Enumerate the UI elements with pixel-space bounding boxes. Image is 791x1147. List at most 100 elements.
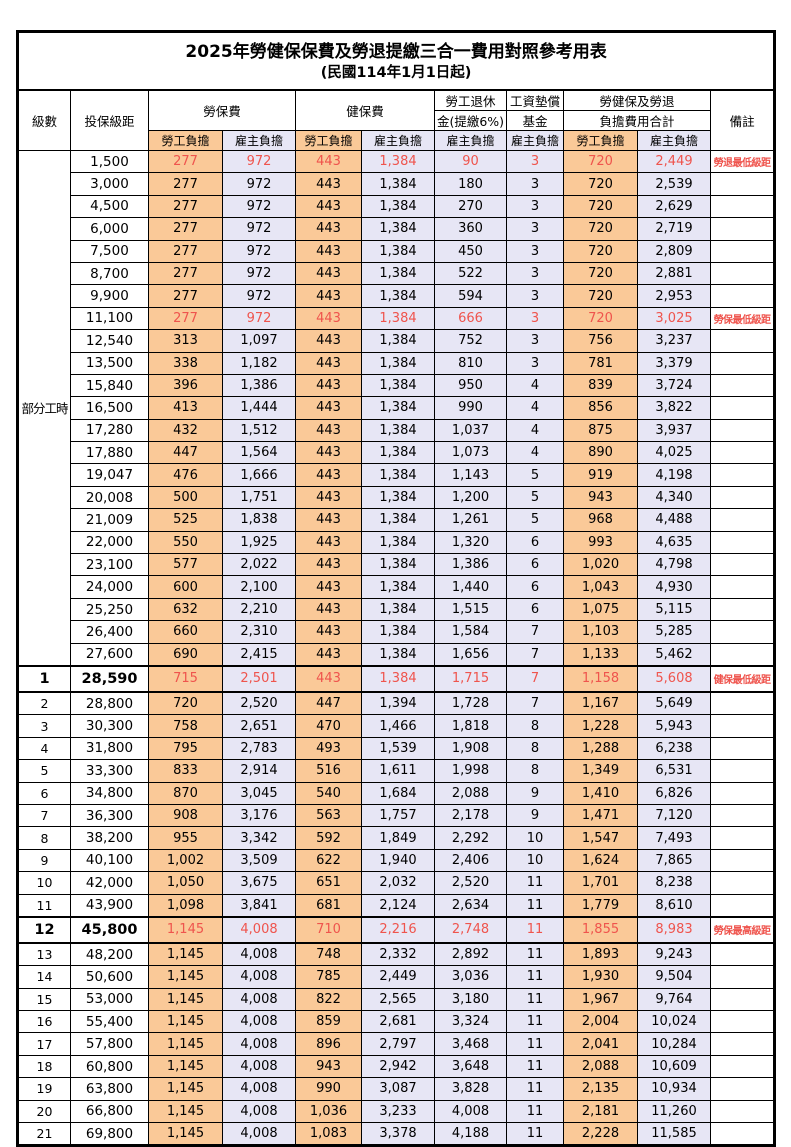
cell-li_r: 972	[222, 239, 296, 263]
cell-li_e: 1,002	[148, 848, 223, 873]
cell-wf: 6	[506, 530, 564, 555]
cell-hi_e: 443	[295, 373, 362, 398]
table-row: 1 28,590 715 2,501 443 1,384 1,715 7 1,158 5,608 健…	[17, 664, 776, 693]
cell-hi_e: 748	[295, 942, 362, 967]
cell-wf: 11	[506, 1122, 564, 1147]
cell-tot_r: 10,284	[637, 1032, 711, 1056]
cell-tot_e: 1,893	[563, 942, 638, 967]
cell-note	[709, 848, 776, 873]
cell-note	[709, 1010, 776, 1034]
cell-note	[709, 1122, 776, 1147]
cell-li_e: 1,145	[148, 1099, 223, 1124]
cell-tot_e: 2,135	[563, 1077, 638, 1101]
cell-hi_r: 1,757	[361, 803, 435, 828]
cell-li_e: 1,145	[148, 987, 223, 1012]
cell-hi_e: 443	[295, 418, 362, 443]
cell-hi_e: 443	[295, 485, 362, 510]
cell-level: 17	[17, 1032, 71, 1056]
cell-note	[709, 261, 776, 286]
cell-hi_e: 822	[295, 987, 362, 1012]
cell-hi_e: 943	[295, 1054, 362, 1079]
cell-hi_r: 3,087	[361, 1077, 435, 1101]
cell-pen: 1,386	[434, 553, 507, 577]
cell-tot_e: 943	[563, 485, 638, 510]
cell-pen: 1,037	[434, 418, 507, 443]
cell-level: 21	[17, 1122, 71, 1147]
cell-li_r: 2,914	[222, 759, 296, 783]
cell-wf: 8	[506, 736, 564, 761]
cell-salary-bracket: 23,100	[70, 553, 149, 577]
cell-li_r: 2,415	[222, 642, 296, 667]
cell-note	[709, 418, 776, 443]
cell-pen: 3,324	[434, 1010, 507, 1034]
cell-hi_e: 443	[295, 553, 362, 577]
cell-note	[709, 893, 776, 918]
cell-salary-bracket: 16,500	[70, 396, 149, 420]
cell-tot_e: 720	[563, 306, 638, 331]
cell-level: 16	[17, 1010, 71, 1034]
page-subtitle: (民國114年1月1日起)	[320, 65, 472, 82]
cell-salary-bracket: 31,800	[70, 736, 149, 761]
cell-note	[709, 642, 776, 667]
cell-li_e: 720	[148, 691, 223, 716]
cell-li_r: 1,666	[222, 463, 296, 487]
cell-hi_e: 443	[295, 463, 362, 487]
table-row: 16,500 413 1,444 443 1,384 990 4 856 3,822	[18, 396, 776, 420]
cell-li_e: 1,145	[148, 942, 223, 967]
cell-tot_e: 720	[563, 149, 638, 174]
cell-wf: 3	[506, 284, 564, 308]
cell-hi_r: 1,384	[361, 463, 435, 487]
cell-li_e: 277	[148, 149, 223, 174]
table-row: 3,000 277 972 443 1,384 180 3 720 2,539	[18, 172, 776, 196]
header-labor-employer-share: 雇主負擔	[222, 130, 296, 151]
cell-wf: 10	[506, 848, 564, 873]
cell-tot_r: 5,943	[637, 714, 711, 738]
cell-hi_r: 1,384	[361, 239, 435, 263]
cell-note	[709, 1077, 776, 1101]
table-row: 6,000 277 972 443 1,384 360 3 720 2,719	[18, 217, 776, 241]
table-row: 20,008 500 1,751 443 1,384 1,200 5 943 4,340	[18, 485, 776, 510]
table-row: 20 66,800 1,145 4,008 1,036 3,233 4,008 11 2,181…	[17, 1099, 776, 1124]
cell-hi_e: 443	[295, 664, 362, 693]
cell-li_r: 1,444	[222, 396, 296, 420]
cell-tot_r: 11,585	[637, 1122, 711, 1147]
cell-li_r: 1,386	[222, 373, 296, 398]
cell-level: 1	[17, 664, 71, 693]
cell-hi_e: 1,036	[295, 1099, 362, 1124]
cell-li_e: 432	[148, 418, 223, 443]
table-row: 17,280 432 1,512 443 1,384 1,037 4 875 3,937	[18, 418, 776, 443]
cell-note	[709, 736, 776, 761]
header-salary-bracket: 投保級距	[70, 89, 149, 151]
cell-level: 5	[17, 759, 71, 783]
cell-pen: 270	[434, 194, 507, 219]
cell-tot_r: 2,809	[637, 239, 711, 263]
cell-wf: 3	[506, 261, 564, 286]
cell-salary-bracket: 9,900	[70, 284, 149, 308]
header-pension-line2: 金(提繳6%)	[434, 110, 507, 131]
cell-tot_e: 1,228	[563, 714, 638, 738]
cell-li_e: 476	[148, 463, 223, 487]
cell-wf: 3	[506, 306, 564, 331]
cell-tot_r: 7,120	[637, 803, 711, 828]
table-row: 11 43,900 1,098 3,841 681 2,124 2,634 11 1,779 8,…	[17, 893, 776, 918]
cell-hi_e: 443	[295, 284, 362, 308]
cell-tot_e: 1,349	[563, 759, 638, 783]
cell-li_r: 2,520	[222, 691, 296, 716]
cell-hi_r: 1,384	[361, 441, 435, 465]
cell-hi_r: 1,384	[361, 261, 435, 286]
table-row: 9,900 277 972 443 1,384 594 3 720 2,953	[18, 284, 776, 308]
cell-tot_e: 1,020	[563, 553, 638, 577]
cell-note	[709, 172, 776, 196]
cell-salary-bracket: 21,009	[70, 508, 149, 532]
cell-li_r: 1,838	[222, 508, 296, 532]
cell-salary-bracket: 6,000	[70, 217, 149, 241]
cell-tot_r: 4,198	[637, 463, 711, 487]
cell-level: 14	[17, 965, 71, 989]
cell-note	[709, 620, 776, 644]
cell-hi_e: 785	[295, 965, 362, 989]
cell-pen: 2,178	[434, 803, 507, 828]
header-health-employer-share: 雇主負擔	[361, 130, 435, 151]
table-row: 4,500 277 972 443 1,384 270 3 720 2,629	[18, 194, 776, 219]
cell-note	[709, 803, 776, 828]
cell-li_e: 690	[148, 642, 223, 667]
